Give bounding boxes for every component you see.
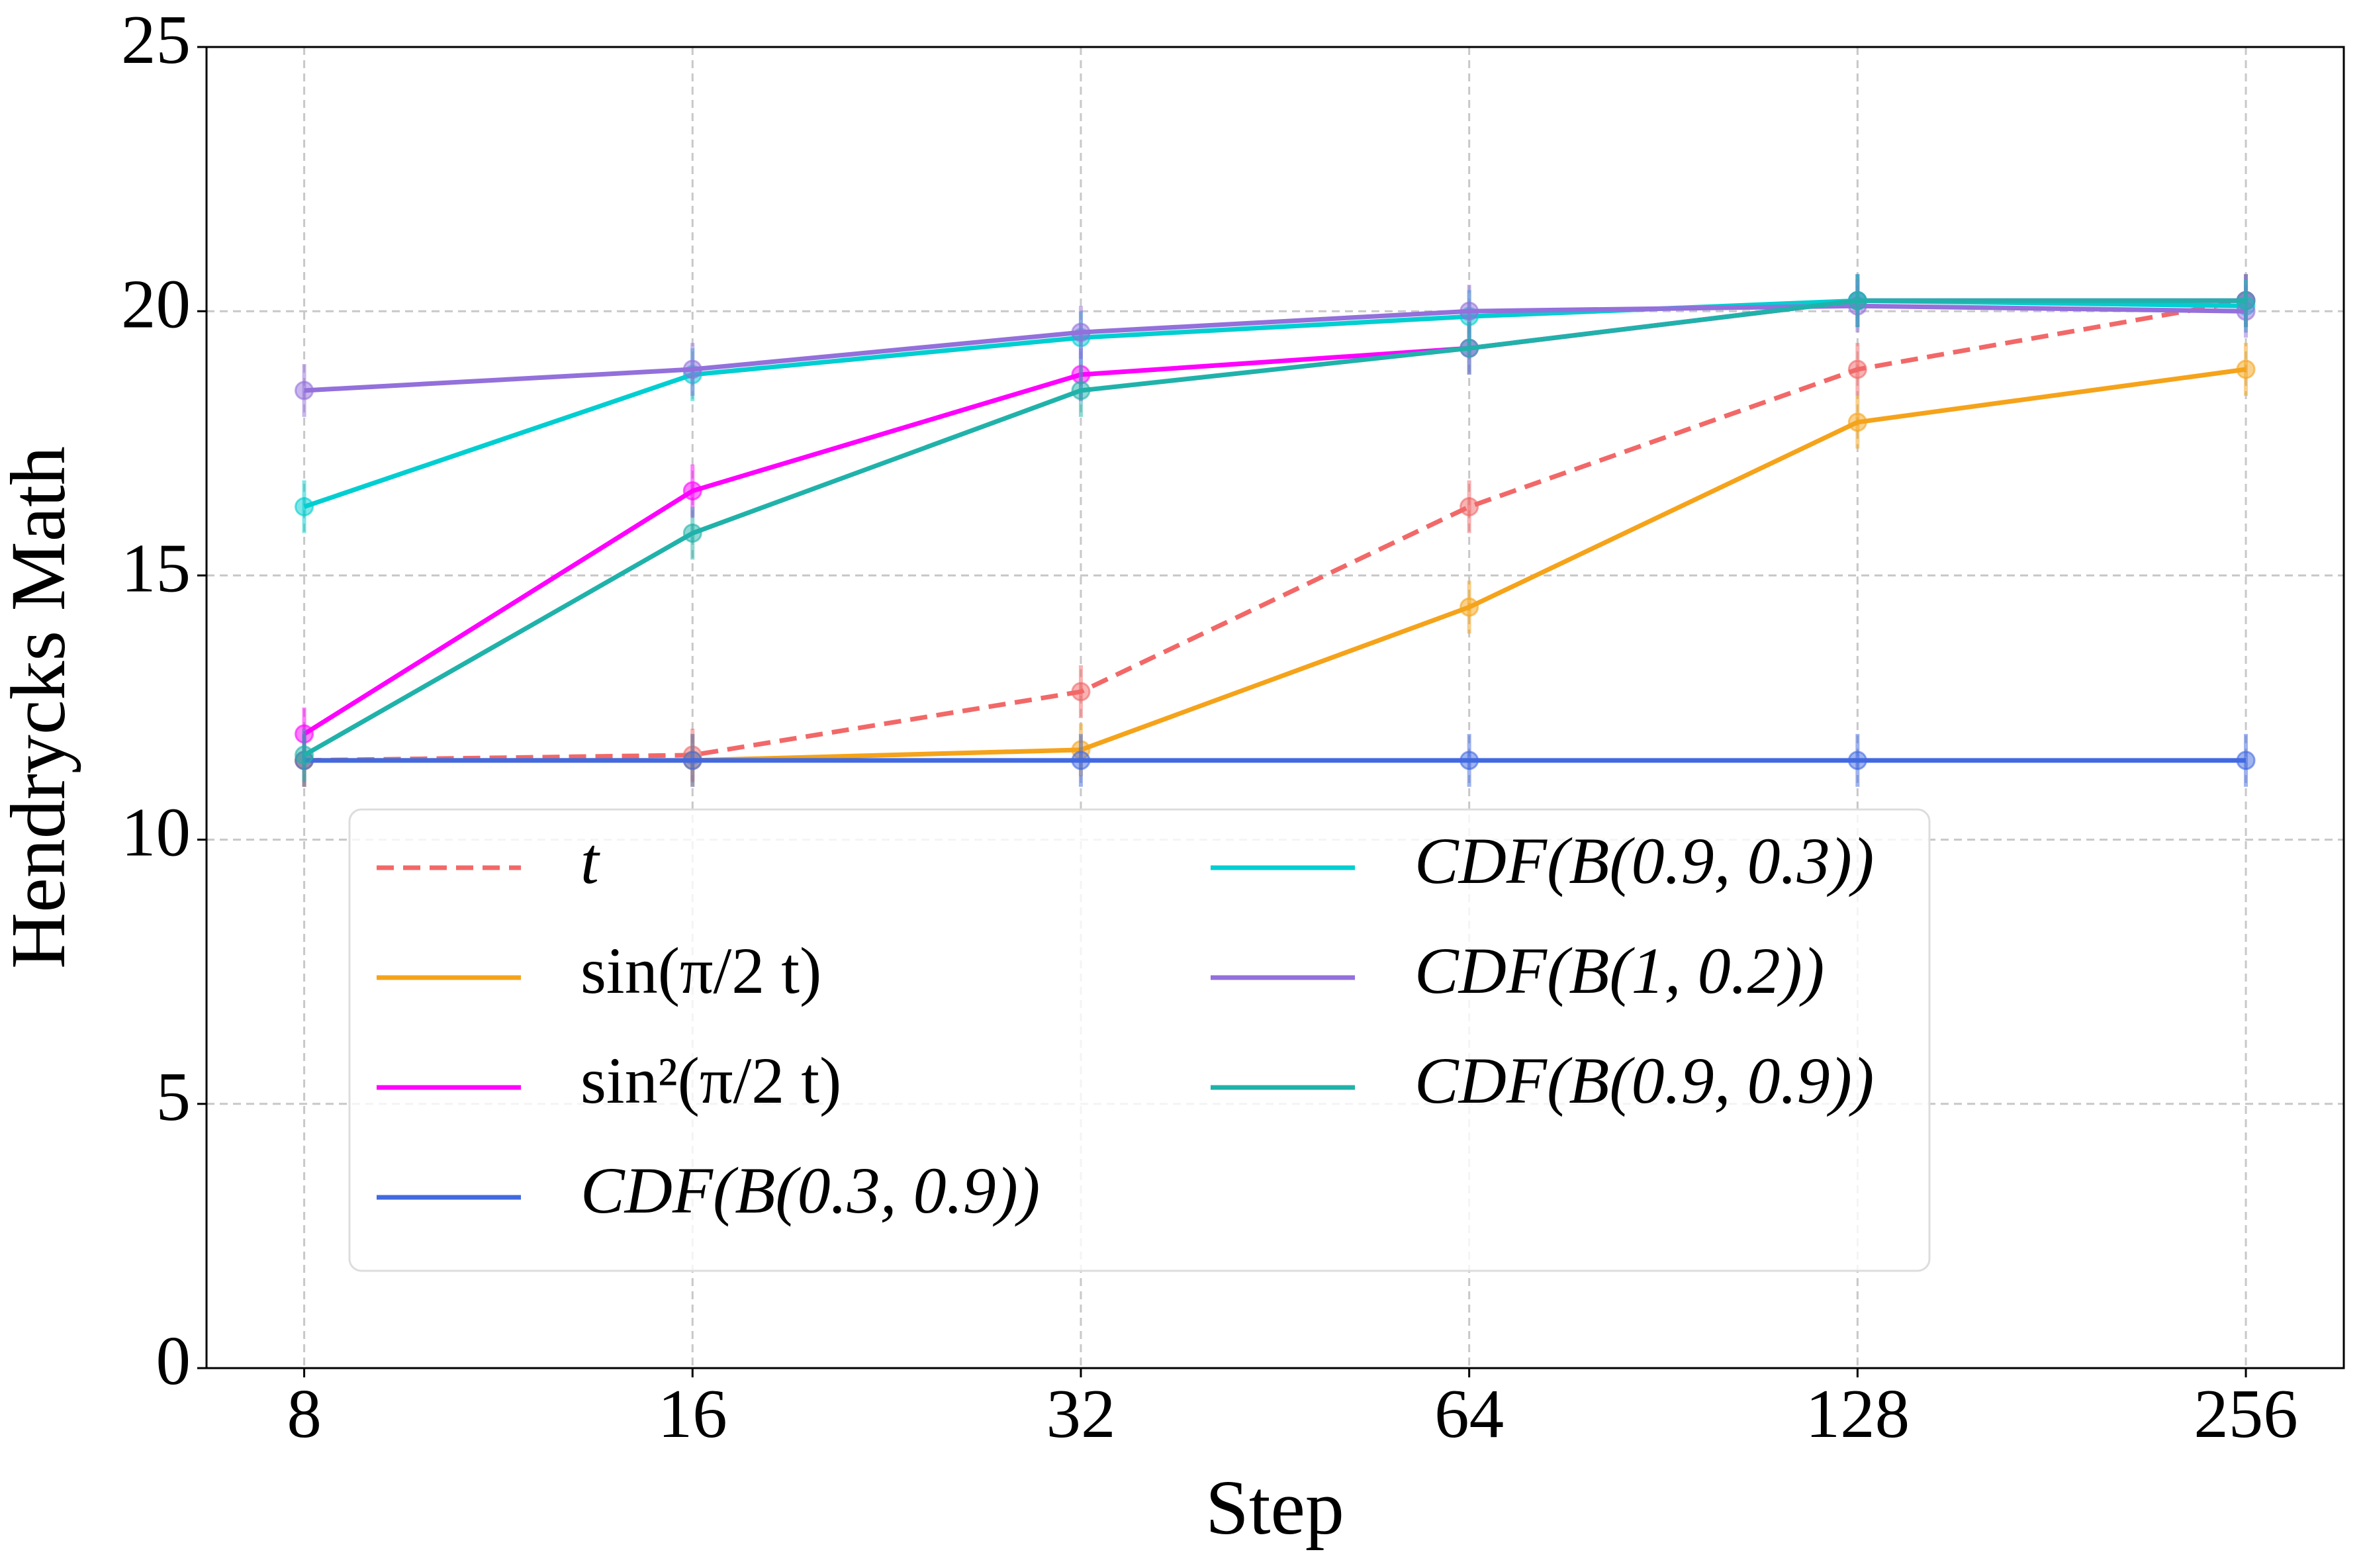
- marker: [295, 381, 314, 400]
- marker: [1460, 497, 1479, 517]
- marker: [1460, 338, 1479, 358]
- marker: [2236, 751, 2256, 770]
- marker: [682, 481, 702, 501]
- series-line: [303, 298, 2247, 509]
- marker: [1847, 359, 1867, 379]
- y-tick-label: 20: [121, 265, 191, 342]
- marker: [682, 751, 702, 770]
- marker: [2236, 291, 2256, 310]
- y-tick-label: 10: [121, 794, 191, 871]
- marker: [1071, 322, 1091, 342]
- legend-label: CDF(B(1, 0.2)): [1414, 934, 1824, 1007]
- plot-frame: [205, 46, 2345, 1369]
- series-line: [304, 303, 2247, 393]
- marker: [1847, 412, 1867, 432]
- marker: [295, 497, 314, 517]
- series-line: [304, 367, 2247, 763]
- marker: [2236, 359, 2256, 379]
- marker: [1847, 291, 1867, 310]
- marker: [1460, 301, 1479, 321]
- x-tick-label: 256: [2194, 1375, 2298, 1452]
- legend-label: sin(π/2 t): [580, 934, 821, 1007]
- series-line: [304, 298, 2247, 763]
- legend-label: CDF(B(0.9, 0.3)): [1414, 824, 1874, 898]
- x-tick-label: 8: [287, 1375, 322, 1452]
- marker: [1460, 751, 1479, 770]
- marker: [682, 359, 702, 379]
- x-axis-label: Step: [1205, 1464, 1344, 1551]
- marker: [682, 524, 702, 543]
- y-tick-label: 25: [121, 1, 191, 78]
- marker: [1071, 751, 1091, 770]
- marker: [1847, 751, 1867, 770]
- x-tick-label: 16: [658, 1375, 727, 1452]
- series-line: [302, 298, 2247, 757]
- marker: [1071, 381, 1091, 400]
- y-axis-label: Hendrycks Math: [0, 446, 81, 969]
- y-tick-label: 15: [121, 529, 191, 606]
- legend-label: CDF(B(0.3, 0.9)): [580, 1154, 1040, 1227]
- y-tick-label: 0: [156, 1322, 191, 1399]
- y-tick-label: 5: [156, 1058, 191, 1135]
- x-tick-label: 64: [1434, 1375, 1504, 1452]
- marker: [1460, 597, 1479, 617]
- x-tick-label: 32: [1046, 1375, 1115, 1452]
- marker: [295, 745, 314, 765]
- legend-label: t: [580, 824, 600, 898]
- marker: [1071, 682, 1091, 702]
- x-tick-label: 128: [1806, 1375, 1910, 1452]
- legend-label: CDF(B(0.9, 0.9)): [1414, 1044, 1874, 1117]
- series-line: [302, 298, 2247, 736]
- legend-label: sin²(π/2 t): [580, 1044, 841, 1117]
- legend-box: [348, 808, 1931, 1272]
